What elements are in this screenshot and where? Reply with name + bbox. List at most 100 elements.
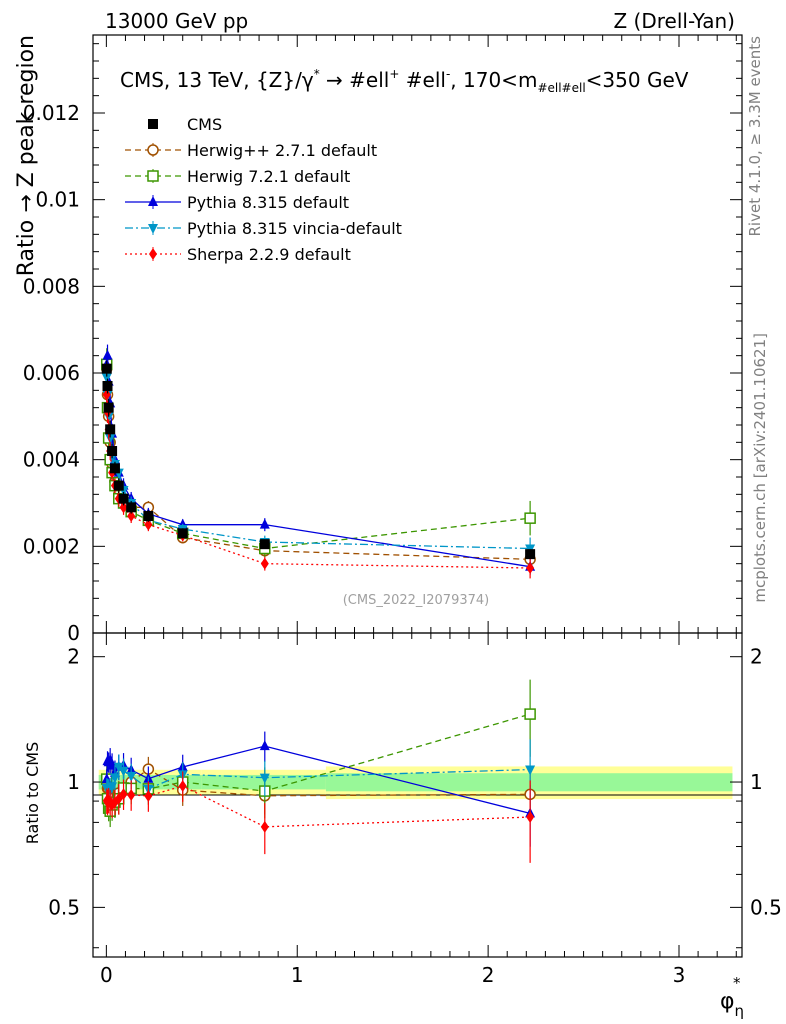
legend-marker: [148, 119, 158, 129]
legend-entry-cms: CMS: [148, 115, 222, 134]
legend-marker: [148, 196, 158, 206]
legend-marker: [147, 144, 159, 156]
legend-label: Pythia 8.315 default: [187, 193, 349, 212]
legend-label: Herwig 7.2.1 default: [187, 167, 350, 186]
legend-label: Sherpa 2.2.9 default: [187, 245, 351, 264]
data-point: [101, 373, 112, 384]
x-tick-label: 0: [100, 963, 113, 987]
y-zero-label: 0: [67, 621, 80, 645]
y-tick-label: 0.008: [23, 274, 80, 298]
title-main: CMS, 13 TeV, {Z}/γ: [120, 68, 314, 92]
title-sub: #ell#ell: [537, 81, 585, 95]
ratio-point: [178, 780, 187, 793]
data-point: [127, 510, 136, 522]
y-tick-labels: 0.002 0.004 0.006 0.008 0.01 0.012: [23, 101, 80, 558]
ratio-y-axis-label: Ratio to CMS: [23, 742, 42, 844]
data-point: [126, 502, 137, 513]
ratio-series-herwig-7-2-1-default: [100, 679, 536, 828]
series-pythia-8-315-default: [101, 344, 536, 575]
ratio-tick-label-right: 2: [750, 645, 763, 669]
ratio-point: [524, 708, 536, 720]
ratio-point: [113, 762, 124, 773]
legend-entry-pythia-8-315-vincia-default: Pythia 8.315 vincia-default: [125, 219, 402, 238]
ratio-tick-label-left: 2: [67, 645, 80, 669]
y-tick-label: 0.004: [23, 448, 80, 472]
y-tick-label: 0.012: [23, 101, 80, 125]
ratio-point: [126, 771, 137, 782]
band-inner-segment: [201, 774, 326, 790]
ratio-series: [100, 679, 536, 863]
ratio-point: [260, 820, 269, 833]
data-point: [102, 381, 113, 391]
chart-title: CMS, 13 TeV, {Z}/γ* → #ell+ #ell-, 170<m…: [120, 67, 689, 95]
series-line: [106, 377, 531, 550]
ratio-point: [118, 766, 129, 777]
main-series: [100, 344, 536, 579]
x-tick-label: 2: [482, 963, 495, 987]
series-cms: [101, 360, 536, 560]
data-point: [177, 528, 188, 539]
data-point: [119, 501, 128, 514]
x-axis-label-sub: η: [735, 1002, 745, 1020]
x-axis-label-main: φ: [720, 989, 735, 1014]
legend-label: CMS: [187, 115, 222, 134]
data-point: [259, 539, 270, 550]
ratio-point: [119, 788, 128, 801]
x-tick-label: 3: [673, 963, 686, 987]
ratio-point: [525, 765, 536, 776]
series-sherpa-2-2-9-default: [102, 382, 535, 579]
data-point: [118, 493, 129, 504]
data-point: [103, 402, 114, 413]
legend-marker: [147, 170, 159, 182]
ratio-point: [259, 773, 270, 784]
legend-marker: [148, 224, 158, 234]
data-point: [524, 512, 536, 524]
ratio-tick-label-left: 0.5: [48, 895, 80, 919]
header-right: Z (Drell-Yan): [613, 9, 735, 33]
legend-entry-pythia-8-315-default: Pythia 8.315 default: [125, 193, 349, 212]
ratio-tick-labels: 0.5 0.5 1 1 2 2: [48, 645, 782, 920]
data-point: [101, 363, 112, 374]
data-point: [260, 557, 269, 570]
rivet-label: Rivet 4.1.0, ≥ 3.3M events: [746, 36, 764, 237]
ratio-point: [259, 740, 270, 751]
legend-marker: [149, 248, 157, 260]
title-star: *: [314, 67, 320, 81]
title-tail: , 170<m: [450, 68, 537, 92]
title-mid: #ell: [399, 68, 446, 92]
title-end: <350 GeV: [586, 68, 689, 92]
legend-label: Herwig++ 2.7.1 default: [187, 141, 377, 160]
ratio-tick-label-right: 0.5: [750, 895, 782, 919]
title-arrow: → #ell: [320, 68, 390, 92]
legend-entry-herwig-2-7-1-default: Herwig++ 2.7.1 default: [125, 141, 377, 160]
y-axis-label: Ratio → Z peak region: [14, 35, 39, 276]
ratio-frame: [92, 632, 743, 958]
data-point: [105, 424, 116, 435]
header-left: 13000 GeV pp: [105, 9, 248, 33]
ratio-tick-label-left: 1: [67, 770, 80, 794]
ratio-point: [127, 788, 136, 801]
analysis-id: (CMS_2022_I2079374): [343, 593, 490, 608]
series-herwig-2-7-1-default: [100, 358, 536, 567]
axis-ticks: [93, 35, 742, 957]
data-point: [143, 511, 154, 521]
data-point: [144, 518, 153, 531]
y-tick-label: 0.002: [23, 534, 80, 558]
legend-entry-sherpa-2-2-9-default: Sherpa 2.2.9 default: [125, 245, 351, 264]
ratio-point: [526, 811, 535, 824]
series-line: [106, 368, 531, 560]
legend-entry-herwig-7-2-1-default: Herwig 7.2.1 default: [125, 167, 350, 186]
mcplots-label: mcplots.cern.ch [arXiv:2401.10621]: [751, 333, 769, 603]
data-point: [526, 562, 535, 574]
x-tick-labels: 0 1 2 3: [100, 963, 685, 987]
data-point: [102, 349, 113, 360]
series-line: [106, 394, 531, 569]
data-point: [107, 446, 118, 456]
x-axis-label-sup: *: [733, 974, 741, 992]
title-plus: +: [389, 67, 399, 81]
ratio-point: [109, 773, 120, 784]
data-point: [105, 434, 116, 444]
ratio-series-sherpa-2-2-9-default: [102, 771, 535, 863]
x-tick-label: 1: [291, 963, 304, 987]
